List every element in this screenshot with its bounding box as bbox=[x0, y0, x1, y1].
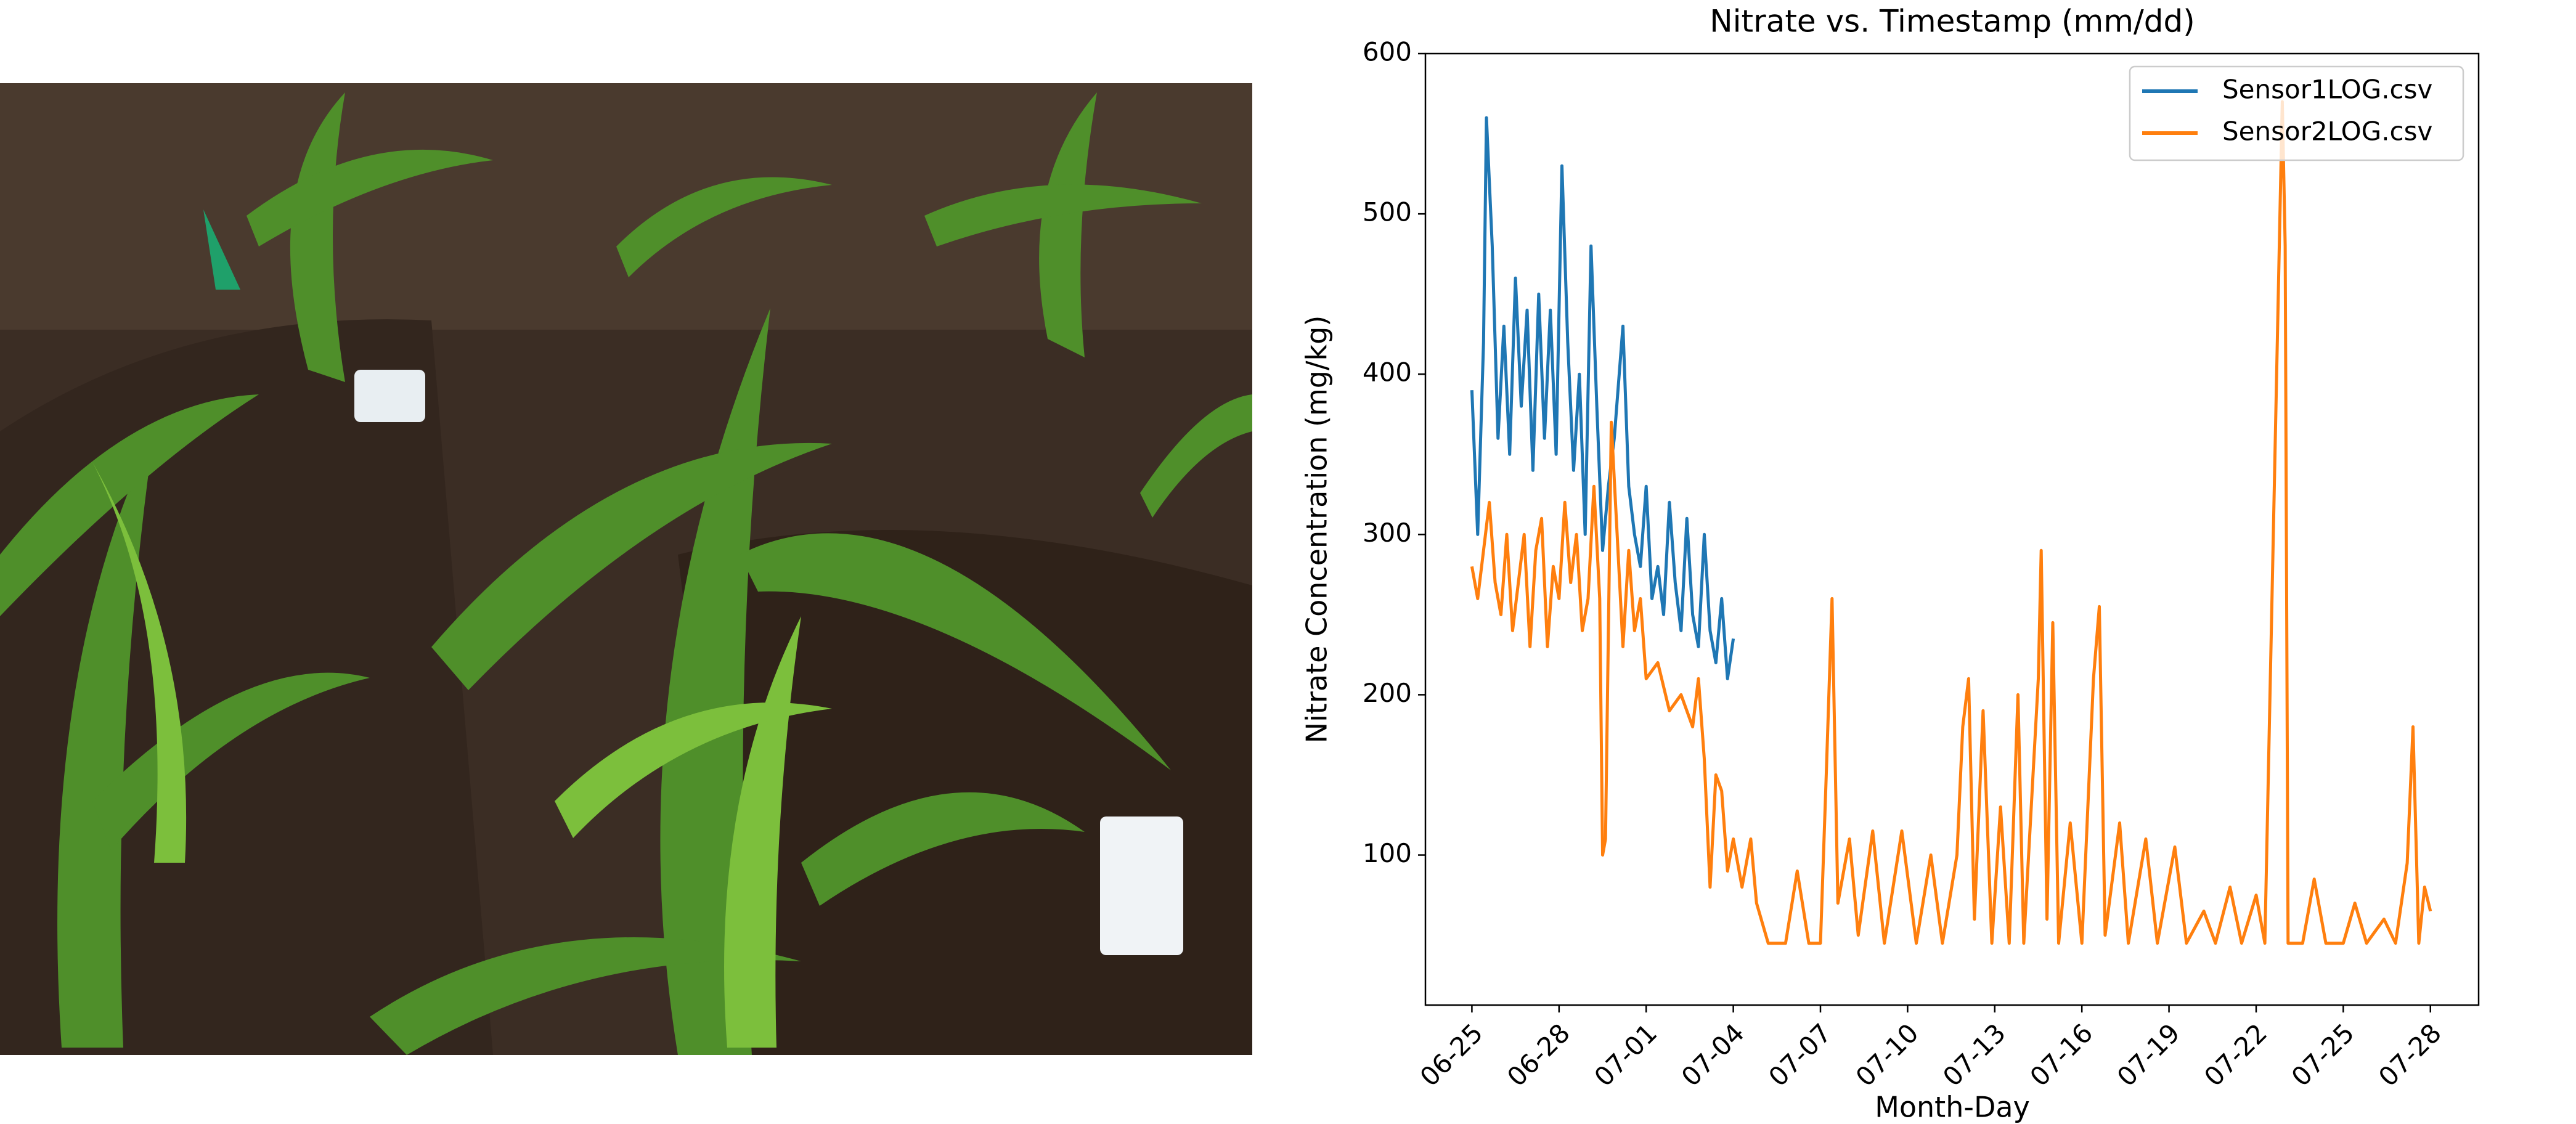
x-tick-label: 07-07 bbox=[1763, 1018, 1837, 1093]
series-line bbox=[1470, 100, 2432, 945]
x-tick-label: 07-28 bbox=[2373, 1018, 2447, 1093]
x-tick-label: 07-25 bbox=[2286, 1018, 2360, 1093]
x-tick-label: 07-16 bbox=[2024, 1018, 2098, 1093]
legend-box bbox=[2129, 65, 2464, 161]
legend-label: Sensor1LOG.csv bbox=[2222, 75, 2432, 105]
x-tick-label: 07-22 bbox=[2198, 1018, 2273, 1093]
x-tick-label: 07-10 bbox=[1850, 1018, 1925, 1093]
field-photo bbox=[0, 83, 1252, 1055]
legend: Sensor1LOG.csv Sensor2LOG.csv bbox=[2129, 65, 2464, 161]
x-tick-label: 07-04 bbox=[1676, 1018, 1750, 1093]
y-tick-label: 600 bbox=[1363, 37, 1412, 67]
series-line bbox=[1470, 116, 1735, 680]
y-axis-label: Nitrate Concentration (mg/kg) bbox=[1300, 316, 1334, 744]
x-tick-label: 07-19 bbox=[2111, 1018, 2186, 1093]
x-tick-label: 06-28 bbox=[1501, 1018, 1576, 1093]
x-axis-label: Month-Day bbox=[1875, 1091, 2030, 1124]
y-tick-label: 100 bbox=[1363, 838, 1412, 868]
x-tick-label: 06-25 bbox=[1414, 1018, 1489, 1093]
x-tick-label: 07-13 bbox=[1937, 1018, 2011, 1093]
chart-title: Nitrate vs. Timestamp (mm/dd) bbox=[1710, 4, 2195, 39]
y-tick-label: 500 bbox=[1363, 197, 1412, 227]
legend-label: Sensor2LOG.csv bbox=[2222, 116, 2432, 147]
x-tick-label: 07-01 bbox=[1588, 1018, 1663, 1093]
y-tick-label: 400 bbox=[1363, 357, 1412, 388]
y-tick-label: 300 bbox=[1363, 518, 1412, 548]
plot-frame bbox=[1424, 52, 2480, 1006]
y-tick-label: 200 bbox=[1363, 678, 1412, 708]
